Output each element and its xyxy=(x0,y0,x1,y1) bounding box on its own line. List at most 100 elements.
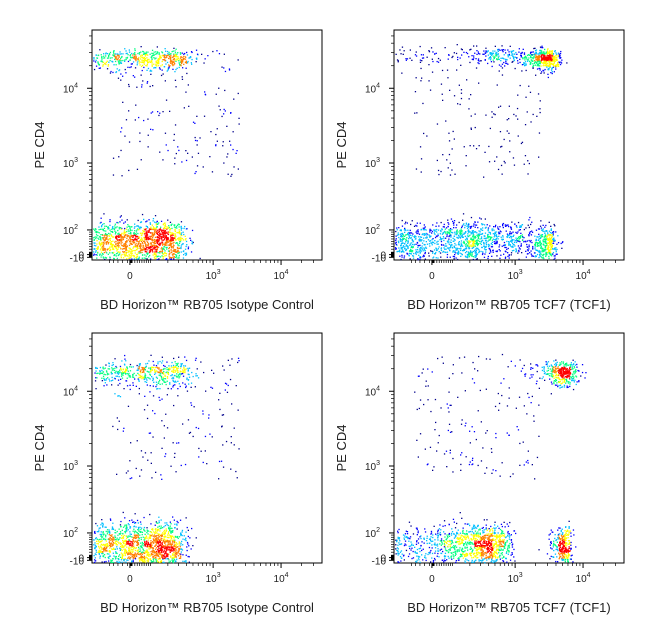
event-dot xyxy=(93,239,95,241)
event-dot xyxy=(209,156,211,158)
event-dot xyxy=(406,222,408,224)
event-dot xyxy=(537,56,539,58)
event-dot xyxy=(118,235,120,237)
event-dot xyxy=(547,51,549,53)
event-dot xyxy=(175,239,177,241)
event-dot xyxy=(165,57,167,59)
event-dot xyxy=(415,224,417,227)
event-dot xyxy=(238,117,240,119)
event-dot xyxy=(428,243,431,245)
event-dot xyxy=(125,252,127,255)
event-dot xyxy=(141,54,143,57)
event-dot xyxy=(109,249,111,251)
event-dot xyxy=(148,256,150,258)
event-dot xyxy=(537,242,539,245)
event-dot xyxy=(146,237,148,239)
event-dot xyxy=(437,243,439,245)
event-dot xyxy=(513,113,515,116)
event-dot xyxy=(180,221,183,223)
event-dot xyxy=(479,242,481,244)
event-dot xyxy=(108,53,111,56)
event-dot xyxy=(505,230,507,232)
event-dot xyxy=(151,232,154,235)
event-dot xyxy=(483,242,485,244)
event-dot xyxy=(456,252,459,254)
event-dot xyxy=(174,237,176,239)
event-dot xyxy=(490,53,492,55)
event-dot xyxy=(151,60,153,62)
event-dot xyxy=(532,65,534,67)
event-dot xyxy=(422,229,424,231)
event-dot xyxy=(155,246,157,248)
event-dot xyxy=(456,229,458,231)
event-dot xyxy=(99,238,102,240)
event-dot xyxy=(140,65,143,68)
event-dot xyxy=(498,231,500,234)
event-dot xyxy=(493,57,495,59)
event-dot xyxy=(414,91,417,93)
event-dot xyxy=(148,251,151,254)
event-dot xyxy=(535,55,537,58)
event-dot xyxy=(409,244,411,246)
event-dot xyxy=(395,53,397,55)
event-dot xyxy=(414,235,416,237)
event-dot xyxy=(467,231,470,233)
event-dot xyxy=(420,256,422,259)
event-dot xyxy=(157,240,159,242)
event-dot xyxy=(447,219,449,221)
event-dot xyxy=(115,237,117,239)
event-dot xyxy=(498,64,501,66)
event-dot xyxy=(422,54,424,56)
event-dot xyxy=(399,255,401,257)
event-dot xyxy=(182,544,184,546)
event-dot xyxy=(172,549,174,551)
event-dot xyxy=(549,60,551,62)
event-dot xyxy=(531,231,534,233)
event-dot xyxy=(218,53,221,55)
event-dot xyxy=(125,247,127,249)
event-dot xyxy=(475,243,477,245)
event-dot xyxy=(128,51,131,53)
event-dot xyxy=(179,546,181,548)
event-dot xyxy=(503,138,505,141)
event-dot xyxy=(146,258,148,260)
event-dot xyxy=(165,254,167,257)
event-dot xyxy=(513,56,515,58)
event-dot xyxy=(519,225,521,227)
event-dot xyxy=(144,229,146,231)
event-dot xyxy=(172,237,174,239)
event-dot xyxy=(507,247,509,250)
event-dot xyxy=(147,146,149,148)
event-dot xyxy=(541,62,544,64)
event-dot xyxy=(446,159,448,161)
event-dot xyxy=(421,245,423,247)
event-dot xyxy=(173,248,175,251)
event-dot xyxy=(418,245,420,247)
event-dot xyxy=(499,226,501,228)
event-dot xyxy=(530,54,532,56)
event-dot xyxy=(164,242,166,244)
event-dot xyxy=(147,533,149,535)
event-dot xyxy=(125,231,127,233)
event-dot xyxy=(134,223,136,225)
event-dot xyxy=(447,242,449,244)
event-dot xyxy=(471,252,473,254)
event-dot xyxy=(180,247,182,249)
event-dot xyxy=(178,239,180,241)
event-dot xyxy=(162,54,165,56)
event-dot xyxy=(504,162,506,164)
event-dot xyxy=(536,65,538,67)
event-dot xyxy=(179,61,182,63)
event-dot xyxy=(516,232,518,234)
event-dot xyxy=(460,245,463,247)
event-dot xyxy=(164,233,167,235)
event-dot xyxy=(405,58,407,60)
event-dot xyxy=(170,53,172,55)
event-dot xyxy=(155,224,158,226)
event-dot xyxy=(484,253,486,255)
event-dot xyxy=(468,247,470,249)
event-dot xyxy=(540,245,542,247)
event-dot xyxy=(475,224,478,226)
event-dot xyxy=(475,67,478,69)
event-dot xyxy=(122,557,124,560)
